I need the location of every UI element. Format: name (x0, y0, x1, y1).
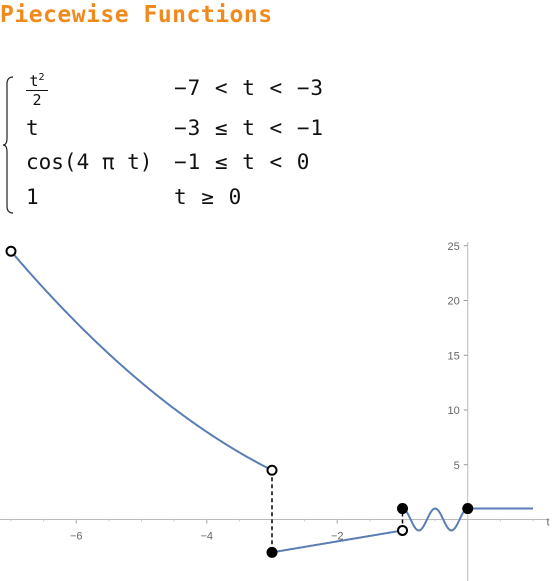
closed-point (397, 503, 408, 515)
closed-point (462, 503, 474, 515)
x-tick-label: −6 (70, 531, 83, 543)
x-tick-label: −2 (331, 531, 344, 543)
y-tick-label: 25 (448, 241, 460, 253)
expression-row-3: cos(4 π t) (26, 150, 153, 174)
expression-row-2: t (26, 116, 39, 140)
y-tick-label: 10 (448, 405, 460, 417)
fraction-t-squared-over-2: t2 2 (26, 70, 48, 108)
x-axis-label: t (546, 517, 549, 529)
page-title: Piecewise Functions (0, 2, 273, 28)
condition-row-3: −1 ≤ t < 0 (174, 150, 311, 174)
open-point (397, 524, 408, 536)
open-point (5, 245, 17, 257)
y-tick-label: 20 (448, 296, 460, 308)
expression-row-4: 1 (26, 185, 39, 209)
fraction-denominator: 2 (32, 91, 42, 109)
curve-piece (271, 529, 403, 554)
piecewise-definition: t2 2 −7 < t < −3 t −3 ≤ t < −1 cos(4 π t… (0, 68, 340, 214)
y-tick-label: 15 (448, 350, 460, 362)
curve-piece (402, 507, 468, 532)
condition-row-2: −3 ≤ t < −1 (174, 116, 325, 140)
open-point (266, 464, 278, 476)
condition-row-1: −7 < t < −3 (174, 76, 325, 100)
exponent: 2 (38, 72, 45, 83)
piecewise-plot: −6 −4 −2 5 10 15 20 25 t (0, 241, 550, 581)
fraction-numerator: t (29, 72, 39, 90)
x-tick-label: −4 (200, 531, 213, 543)
closed-point (266, 546, 278, 558)
condition-row-4: t ≥ 0 (174, 185, 243, 209)
left-brace-icon (2, 76, 14, 214)
y-tick-label: 5 (454, 460, 460, 472)
curve-piece (10, 250, 273, 472)
